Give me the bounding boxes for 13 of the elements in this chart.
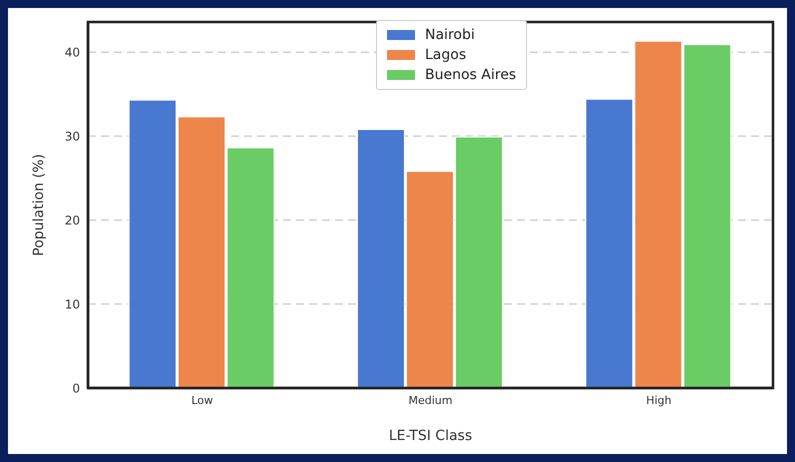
legend-label: Lagos xyxy=(425,46,466,65)
legend-label: Buenos Aires xyxy=(425,66,516,85)
y-tick-label: 20 xyxy=(64,213,80,228)
y-axis-title: Population (%) xyxy=(30,154,47,256)
legend-label: Nairobi xyxy=(425,26,475,45)
y-tick-label: 30 xyxy=(64,129,80,144)
y-tick-label: 0 xyxy=(72,381,80,396)
x-tick-label: High xyxy=(646,394,672,407)
y-tick-label: 10 xyxy=(64,297,80,312)
y-tick-label: 40 xyxy=(64,45,80,60)
x-tick-label: Low xyxy=(191,394,214,407)
x-tick-label: Medium xyxy=(408,394,452,407)
x-axis-title: LE-TSI Class xyxy=(388,428,472,444)
